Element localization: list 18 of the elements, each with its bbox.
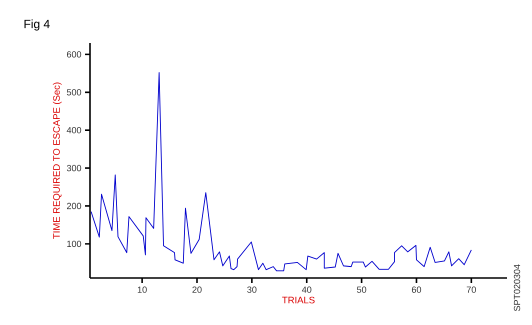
x-tick-label: 20	[192, 286, 202, 293]
text: SPT020304	[514, 264, 520, 312]
y-tick-label: 300	[66, 164, 82, 172]
x-tick-label: 10	[138, 286, 147, 293]
y-axis-title: TIME REQUIRED TO ESCAPE (Sec)	[52, 82, 62, 239]
x-tick-label: 30	[247, 286, 256, 293]
y-tick-label: 400	[66, 127, 82, 134]
x-tick-label: 50	[356, 286, 366, 293]
y-tick-label: 100	[67, 240, 82, 248]
chart-title: Fig 4	[24, 19, 50, 31]
y-tick-label: 200	[66, 202, 82, 210]
x-tick-label: 40	[302, 286, 312, 293]
line-series	[90, 72, 472, 272]
x-axis-title: TRIALS	[282, 296, 315, 304]
x-tick-label: 70	[466, 286, 476, 293]
y-tick-label: 500	[66, 89, 82, 96]
x-tick-label: 60	[412, 286, 422, 293]
y-tick-label: 600	[66, 51, 82, 58]
